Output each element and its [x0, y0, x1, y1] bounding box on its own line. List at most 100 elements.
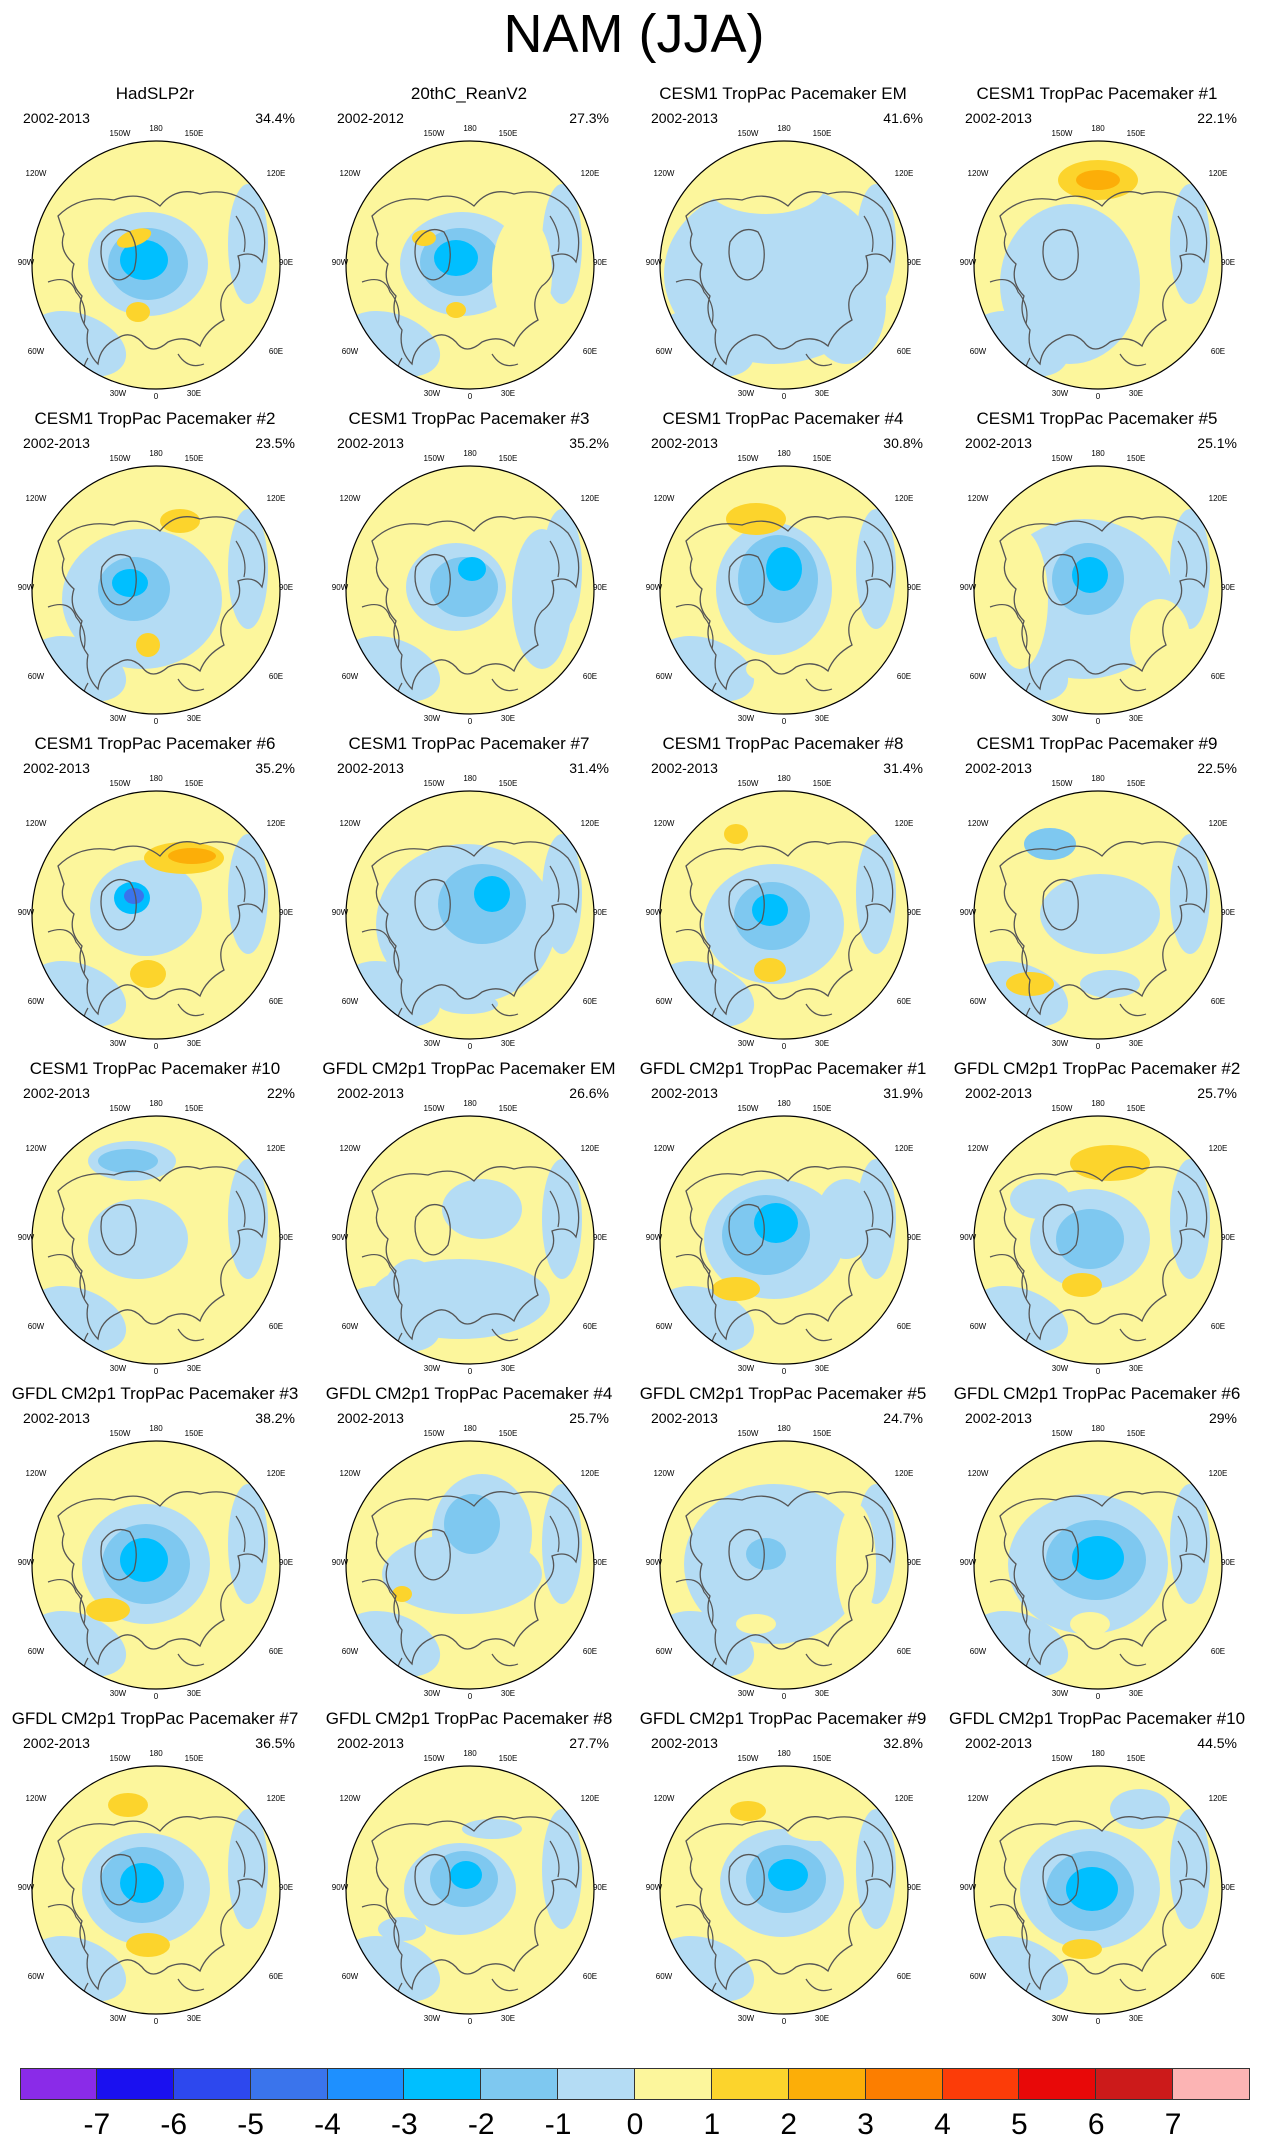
map-panel: GFDL CM2p1 TropPac Pacemaker #1 2002-2013…	[628, 1051, 938, 1376]
panel-variance-percent: 41.6%	[883, 110, 923, 126]
longitude-label: 90E	[907, 1558, 921, 1567]
longitude-label: 30E	[815, 2014, 829, 2023]
longitude-label: 90W	[332, 258, 349, 267]
longitude-label: 150E	[813, 129, 832, 138]
coastline	[1042, 1203, 1079, 1256]
longitude-label: 120E	[267, 169, 286, 178]
longitude-label: 90W	[646, 258, 663, 267]
panel-variance-percent: 22.1%	[1197, 110, 1237, 126]
map-panel: GFDL CM2p1 TropPac Pacemaker #7 2002-2013…	[0, 1701, 310, 2026]
longitude-label: 150W	[110, 1429, 131, 1438]
longitude-label: 0	[154, 1367, 159, 1375]
longitude-label: 0	[154, 392, 159, 400]
longitude-label: 90E	[593, 1558, 607, 1567]
longitude-label: 60W	[656, 1972, 673, 1981]
longitude-label: 120W	[654, 1144, 675, 1153]
anomaly-contour	[1062, 1939, 1102, 1959]
anomaly-contour	[730, 1801, 766, 1821]
map-panel: CESM1 TropPac Pacemaker EM 2002-2013 41.6%…	[628, 76, 938, 401]
longitude-label: 60W	[656, 1647, 673, 1656]
longitude-label: 30E	[815, 1364, 829, 1373]
colorbar-tick-label: 7	[1164, 2108, 1182, 2141]
colorbar-tick-label: -4	[314, 2108, 341, 2141]
longitude-label: 60W	[28, 997, 45, 1006]
panel-period: 2002-2013	[337, 1085, 404, 1101]
longitude-label: 60W	[342, 672, 359, 681]
polar-stereographic-map: 180 150W 150E 120W 120E 90W 90E 60W 60E 30W 30E 0	[646, 1749, 921, 2025]
longitude-label: 60W	[28, 1647, 45, 1656]
longitude-label: 120W	[654, 169, 675, 178]
longitude-label: 120E	[581, 819, 600, 828]
longitude-label: 60W	[28, 1972, 45, 1981]
longitude-label: 60W	[342, 1322, 359, 1331]
longitude-label: 60E	[269, 347, 283, 356]
longitude-label: 30E	[501, 1364, 515, 1373]
longitude-label: 120E	[581, 1469, 600, 1478]
panel-title: CESM1 TropPac Pacemaker EM	[659, 84, 907, 103]
map-panel: HadSLP2r 2002-2013 34.4% 180 150W 150E 120W 120…	[0, 76, 310, 401]
longitude-label: 180	[777, 1424, 791, 1433]
colorbar-tick-label: 2	[780, 2108, 798, 2141]
anomaly-contour	[492, 214, 552, 334]
longitude-label: 90E	[593, 1233, 607, 1242]
panel-title: 20thC_ReanV2	[410, 84, 528, 103]
longitude-label: 150E	[185, 1104, 204, 1113]
coastline	[989, 1840, 1188, 2012]
coastline	[728, 878, 765, 931]
anomaly-contour	[124, 888, 144, 904]
coastline	[675, 540, 874, 712]
longitude-label: 90W	[332, 1883, 349, 1892]
anomaly-contour	[1062, 1273, 1102, 1297]
longitude-label: 30E	[187, 1689, 201, 1698]
anomaly-contour	[392, 1586, 412, 1602]
map-panel: 20thC_ReanV2 2002-2012 27.3% 180 150W 150E 120…	[314, 76, 624, 401]
anomaly-contour	[1076, 170, 1120, 190]
map-boundary	[345, 465, 595, 715]
longitude-label: 30E	[501, 1689, 515, 1698]
longitude-label: 30E	[501, 714, 515, 723]
anomaly-contour	[442, 1179, 522, 1239]
panel-variance-percent: 22%	[266, 1085, 295, 1101]
map-panel: CESM1 TropPac Pacemaker #8 2002-2013 31.4%…	[628, 726, 938, 1051]
anomaly-contour	[706, 154, 826, 214]
longitude-label: 60E	[583, 347, 597, 356]
longitude-label: 60W	[970, 672, 987, 681]
longitude-label: 120E	[1209, 1469, 1228, 1478]
longitude-label: 90E	[1221, 258, 1235, 267]
longitude-label: 0	[468, 1042, 473, 1050]
coastline	[1042, 553, 1079, 606]
longitude-label: 0	[154, 1692, 159, 1700]
anomaly-contour	[768, 1859, 808, 1891]
map-boundary	[345, 1440, 595, 1690]
polar-stereographic-map: 180 150W 150E 120W 120E 90W 90E 60W 60E 30W 30E 0	[960, 774, 1235, 1050]
longitude-label: 90W	[646, 583, 663, 592]
polar-stereographic-map: 180 150W 150E 120W 120E 90W 90E 60W 60E 30W 30E 0	[646, 774, 921, 1050]
longitude-label: 150E	[813, 779, 832, 788]
coastline	[100, 1203, 137, 1256]
coastline	[47, 1515, 246, 1687]
anomaly-contour	[120, 240, 168, 280]
longitude-label: 0	[782, 1367, 787, 1375]
longitude-label: 180	[1091, 449, 1105, 458]
panel-title: CESM1 TropPac Pacemaker #2	[34, 409, 276, 428]
panel-period: 2002-2013	[651, 110, 718, 126]
longitude-label: 30E	[1129, 714, 1143, 723]
longitude-label: 0	[154, 717, 159, 725]
longitude-label: 30W	[1052, 1689, 1069, 1698]
coastline	[675, 1515, 874, 1687]
map-panel: CESM1 TropPac Pacemaker #3 2002-2013 35.2%…	[314, 401, 624, 726]
polar-stereographic-map: 180 150W 150E 120W 120E 90W 90E 60W 60E 30W 30E 0	[646, 1424, 921, 1700]
coastline	[361, 1190, 560, 1362]
longitude-label: 60E	[269, 997, 283, 1006]
anomaly-contour	[1040, 874, 1160, 954]
longitude-label: 120W	[26, 1794, 47, 1803]
anomaly-contour	[1110, 1789, 1170, 1829]
longitude-label: 0	[1096, 1367, 1101, 1375]
longitude-label: 150W	[1052, 779, 1073, 788]
longitude-label: 150E	[1127, 454, 1146, 463]
longitude-label: 120W	[968, 1794, 989, 1803]
longitude-label: 120W	[340, 819, 361, 828]
panel-title: GFDL CM2p1 TropPac Pacemaker #5	[639, 1384, 927, 1403]
longitude-label: 180	[1091, 774, 1105, 783]
anomaly-contour	[1056, 1209, 1124, 1269]
